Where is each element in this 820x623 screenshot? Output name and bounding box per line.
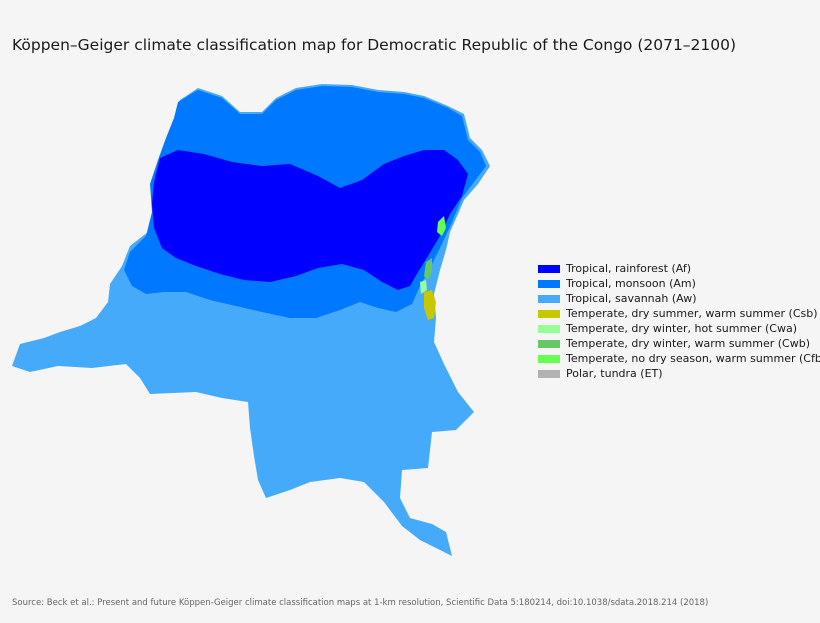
region-cwa-highland: [420, 280, 427, 294]
legend-item-csb: Temperate, dry summer, warm summer (Csb): [538, 306, 820, 321]
legend-item-aw: Tropical, savannah (Aw): [538, 291, 820, 306]
legend: Tropical, rainforest (Af) Tropical, mons…: [538, 261, 820, 381]
region-af-rainforest: [152, 150, 468, 290]
legend-item-cwa: Temperate, dry winter, hot summer (Cwa): [538, 321, 820, 336]
map-title: Köppen–Geiger climate classification map…: [12, 36, 737, 54]
legend-label-cwa: Temperate, dry winter, hot summer (Cwa): [566, 322, 797, 335]
legend-label-am: Tropical, monsoon (Am): [566, 277, 696, 290]
legend-swatch-csb: [538, 309, 560, 318]
legend-swatch-am: [538, 279, 560, 288]
legend-item-cfb: Temperate, no dry season, warm summer (C…: [538, 351, 820, 366]
legend-label-af: Tropical, rainforest (Af): [566, 262, 692, 275]
legend-item-cwb: Temperate, dry winter, warm summer (Cwb): [538, 336, 820, 351]
legend-item-af: Tropical, rainforest (Af): [538, 261, 820, 276]
legend-label-aw: Tropical, savannah (Aw): [566, 292, 697, 305]
legend-swatch-et: [538, 369, 560, 378]
region-csb-highland: [424, 290, 436, 320]
legend-swatch-cwb: [538, 339, 560, 348]
legend-swatch-cwa: [538, 324, 560, 333]
legend-swatch-aw: [538, 294, 560, 303]
source-citation: Source: Beck et al.: Present and future …: [12, 598, 709, 608]
legend-item-et: Polar, tundra (ET): [538, 366, 820, 381]
legend-item-am: Tropical, monsoon (Am): [538, 276, 820, 291]
legend-label-csb: Temperate, dry summer, warm summer (Csb): [566, 307, 818, 320]
legend-label-cfb: Temperate, no dry season, warm summer (C…: [566, 352, 820, 365]
region-cwb-highland: [424, 258, 432, 280]
legend-label-et: Polar, tundra (ET): [566, 367, 663, 380]
legend-swatch-af: [538, 264, 560, 273]
legend-label-cwb: Temperate, dry winter, warm summer (Cwb): [566, 337, 810, 350]
region-cfb-highland: [437, 216, 446, 236]
legend-swatch-cfb: [538, 354, 560, 363]
